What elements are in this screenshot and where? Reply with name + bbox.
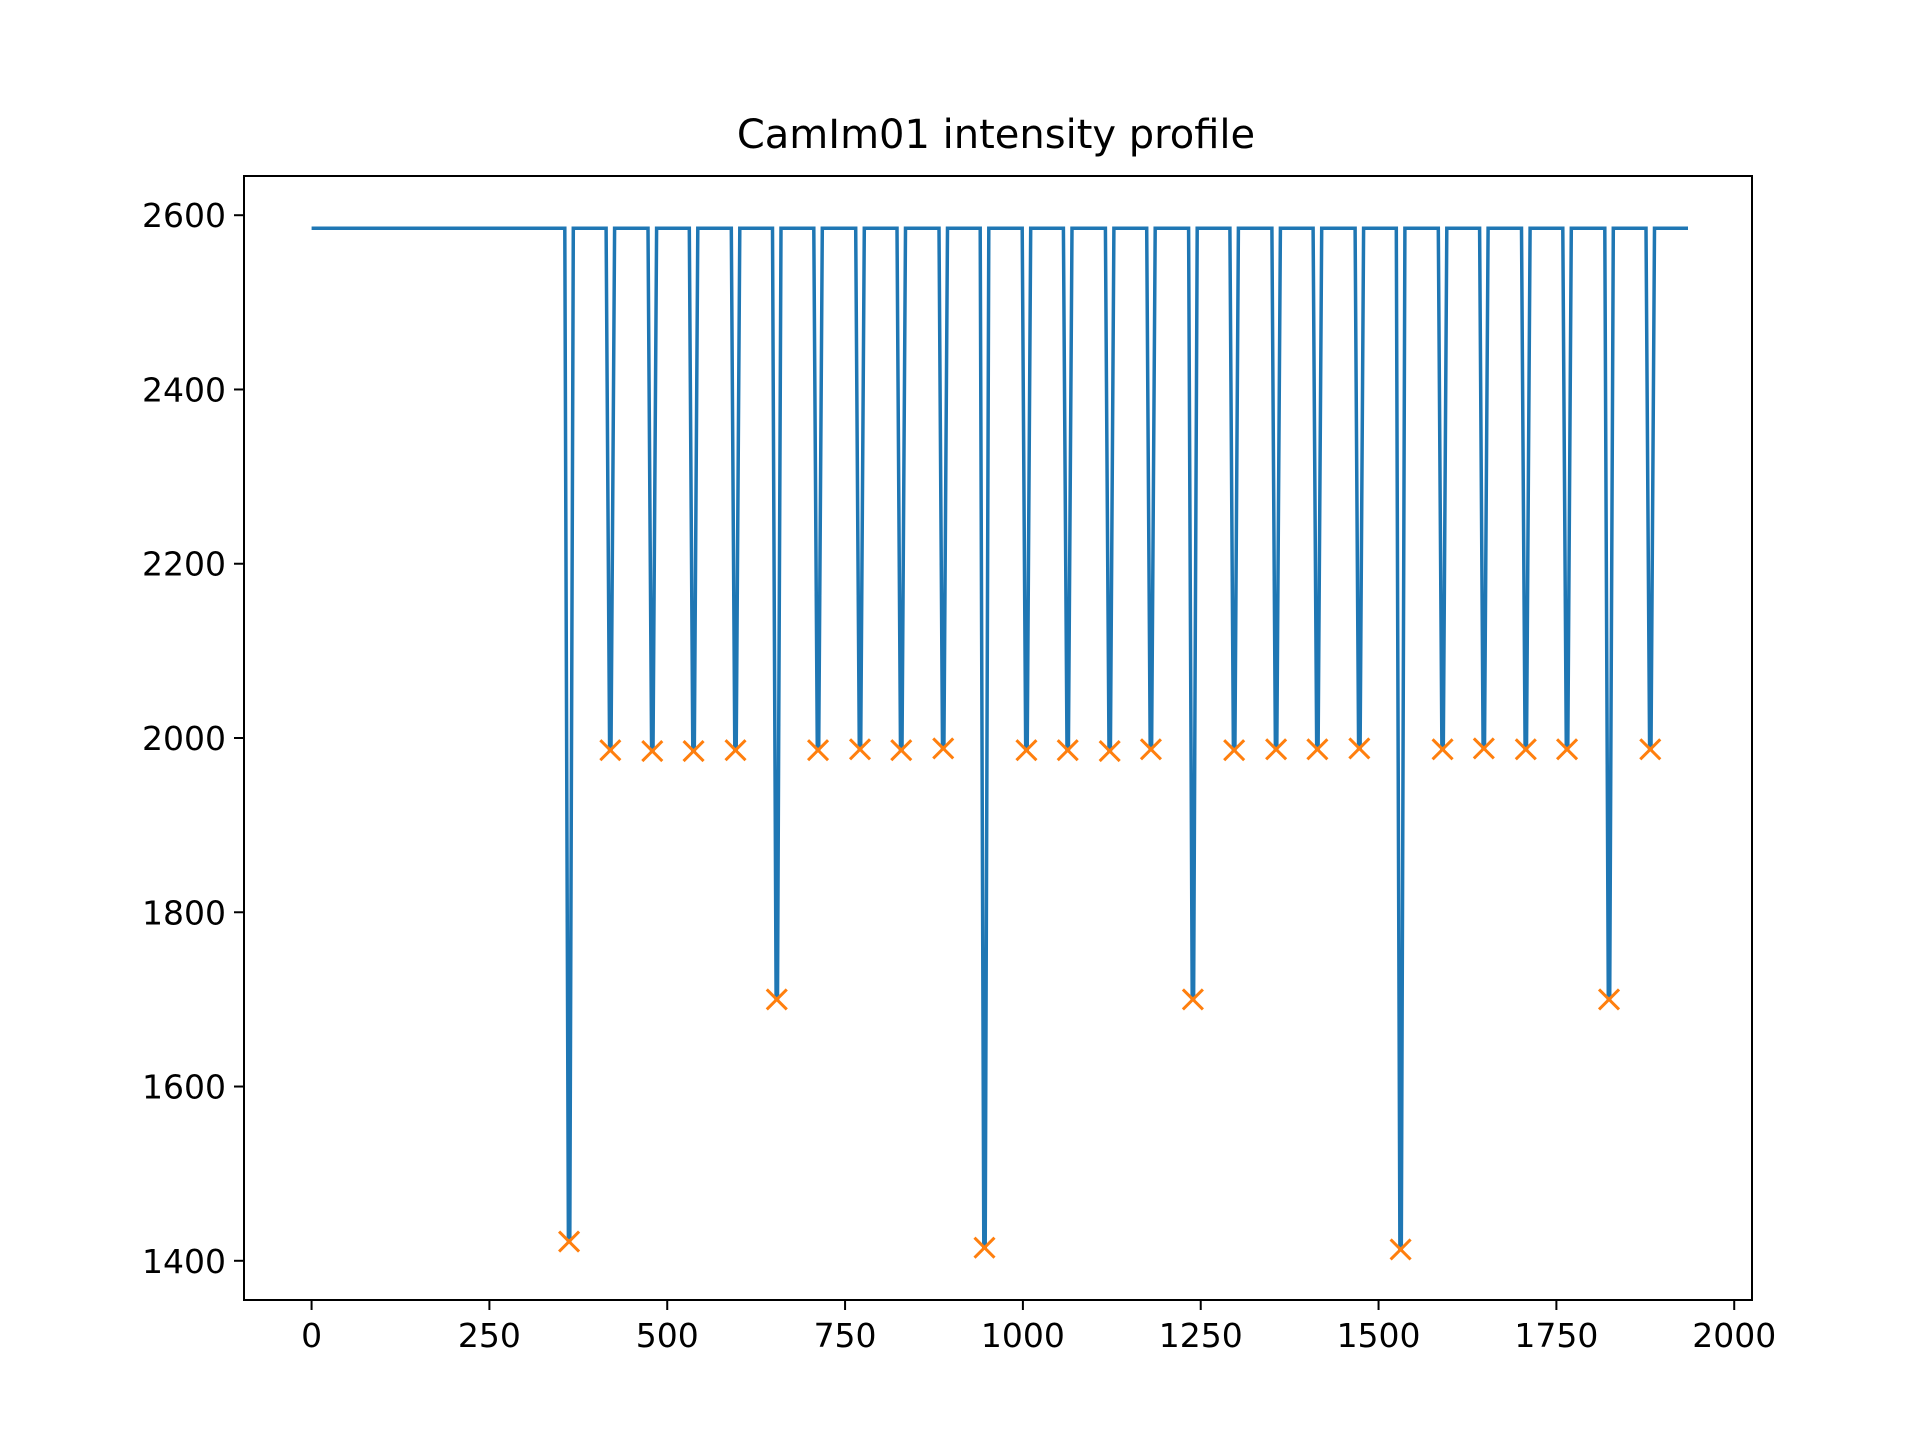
peak-marker — [1181, 988, 1204, 1011]
chart-title: CamIm01 intensity profile — [737, 112, 1255, 158]
peak-marker — [1639, 738, 1662, 761]
peak-marker — [806, 739, 830, 762]
x-tick-label: 1000 — [981, 1316, 1065, 1355]
plot-frame — [243, 175, 1753, 1301]
peak-marker — [848, 738, 872, 761]
peak-marker — [1265, 738, 1288, 761]
peak-marker — [1389, 1238, 1412, 1261]
y-tick-label: 1400 — [142, 1242, 226, 1281]
peak-marker — [1139, 738, 1162, 761]
y-tick-label: 2200 — [142, 545, 226, 584]
peak-marker — [1431, 738, 1454, 761]
peak-marker — [1223, 739, 1246, 762]
peak-marker — [1348, 737, 1371, 760]
peak-marker — [932, 737, 955, 760]
y-tick-label: 2000 — [142, 719, 226, 758]
x-tick-label: 1750 — [1514, 1316, 1598, 1355]
y-tick-label: 1800 — [142, 893, 226, 932]
peak-marker — [1306, 738, 1329, 761]
x-tick-label: 1250 — [1159, 1316, 1243, 1355]
x-tick-label: 0 — [301, 1316, 322, 1355]
y-tick-label: 2600 — [142, 196, 226, 235]
y-axis: 1400 1600 1800 2000 2200 2400 2600 — [142, 196, 244, 1281]
peak-marker — [1472, 737, 1495, 760]
peak-marker — [1015, 739, 1038, 762]
x-tick-label: 500 — [636, 1316, 699, 1355]
peak-marker — [641, 740, 664, 763]
x-tick-label: 750 — [814, 1316, 877, 1355]
peak-marker — [1514, 738, 1537, 761]
peak-marker — [724, 739, 747, 762]
peak-marker — [1098, 740, 1121, 763]
y-tick-label: 1600 — [142, 1068, 226, 1107]
peak-markers — [558, 737, 1662, 1261]
x-tick-label: 1500 — [1337, 1316, 1421, 1355]
plot-area — [311, 226, 1688, 1261]
intensity-line — [311, 226, 1688, 1252]
peak-marker — [1555, 738, 1579, 761]
peak-marker — [1056, 739, 1079, 762]
peak-marker — [599, 739, 622, 762]
y-tick-label: 2400 — [142, 370, 226, 409]
peak-marker — [1597, 988, 1621, 1011]
peak-marker — [890, 739, 913, 762]
peak-marker — [558, 1230, 581, 1253]
x-tick-label: 250 — [458, 1316, 521, 1355]
peak-marker — [973, 1236, 996, 1259]
peak-marker — [682, 740, 705, 763]
peak-marker — [765, 988, 788, 1011]
x-tick-label: 2000 — [1692, 1316, 1776, 1355]
x-axis: 0 250 500 750 1000 1250 1500 1750 2000 — [301, 1300, 1776, 1355]
